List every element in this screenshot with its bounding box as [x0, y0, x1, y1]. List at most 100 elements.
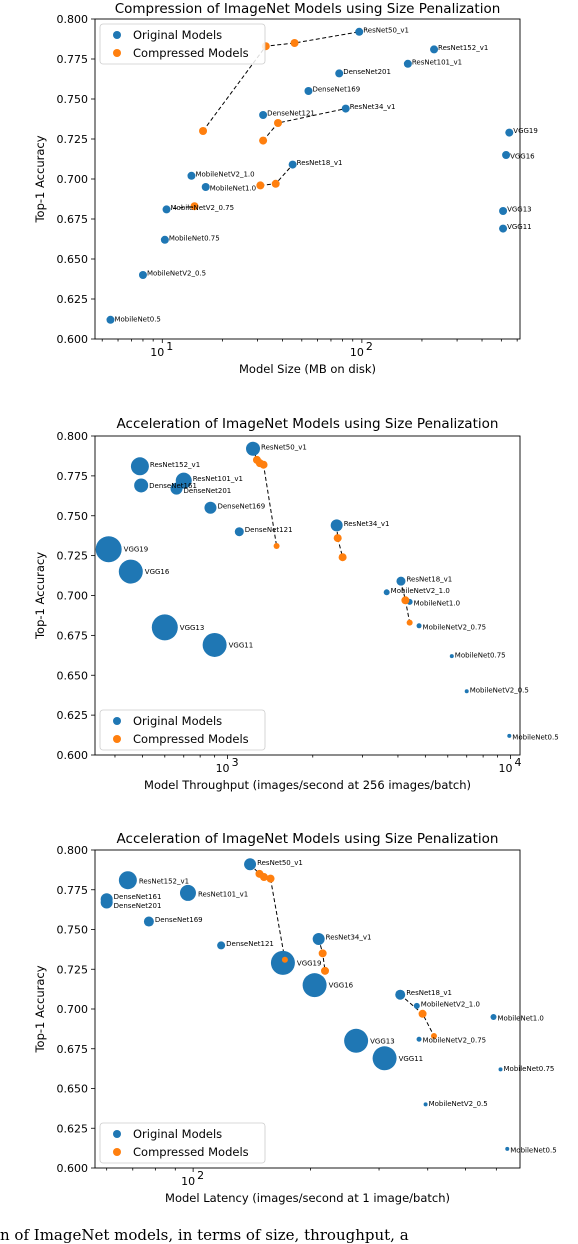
original-point — [330, 519, 343, 532]
legend-label-compressed: Compressed Models — [133, 732, 249, 746]
original-point — [143, 916, 154, 927]
y-tick-label: 0.675 — [57, 629, 89, 642]
compressed-point — [281, 956, 288, 963]
y-tick-label: 0.650 — [57, 1083, 89, 1096]
x-tick-exponent: 3 — [232, 756, 239, 769]
legend-marker-original — [113, 717, 121, 725]
plot-frame — [94, 18, 521, 340]
original-point — [341, 104, 350, 113]
compressed-point — [406, 619, 413, 626]
legend-marker-original — [113, 1130, 121, 1138]
y-tick-label: 0.725 — [57, 963, 89, 976]
original-point — [118, 871, 137, 890]
original-point — [383, 589, 390, 596]
y-axis-label: Top-1 Accuracy — [33, 552, 47, 640]
original-point — [201, 183, 210, 191]
legend-box — [99, 1122, 266, 1164]
y-tick-label: 0.600 — [57, 333, 89, 346]
legend-label-compressed: Compressed Models — [133, 1145, 249, 1159]
original-point — [304, 87, 313, 95]
y-tick-label: 0.775 — [57, 884, 89, 897]
point-label: ResNet34_v1 — [350, 103, 396, 111]
original-point — [151, 614, 178, 641]
point-label: DenseNet201 — [184, 487, 232, 495]
x-axis-label: Model Throughput (images/second at 256 i… — [144, 778, 471, 792]
legend-box — [99, 709, 266, 751]
y-tick-label: 0.800 — [57, 430, 89, 443]
y-axis-label: Top-1 Accuracy — [33, 135, 47, 223]
point-label: ResNet50_v1 — [363, 26, 409, 34]
dashed-connector — [166, 205, 195, 210]
point-label: DenseNet201 — [343, 68, 391, 76]
x-tick-exponent: 2 — [366, 340, 373, 353]
original-point — [335, 69, 344, 78]
point-label: ResNet152_v1 — [438, 44, 488, 52]
dashed-connector — [202, 31, 360, 132]
original-point — [130, 457, 149, 476]
original-point — [100, 896, 113, 909]
x-tick-label: 10 — [150, 346, 164, 359]
y-tick-label: 0.675 — [57, 1043, 89, 1056]
y-tick-label: 0.625 — [57, 709, 89, 722]
point-label: VGG11 — [507, 223, 532, 231]
original-point — [187, 171, 196, 180]
compressed-point — [256, 181, 265, 190]
y-tick-label: 0.700 — [57, 173, 89, 186]
plot-frame — [94, 435, 521, 756]
point-label: VGG11 — [399, 1055, 424, 1063]
compressed-point — [199, 127, 208, 135]
compressed-point — [259, 460, 268, 469]
point-label: DenseNet169 — [312, 86, 360, 94]
original-point — [499, 224, 508, 233]
compressed-point — [259, 873, 268, 882]
compressed-point — [401, 596, 410, 605]
x-tick-label: 10 — [350, 346, 364, 359]
point-label: ResNet34_v1 — [326, 934, 372, 942]
original-point — [355, 27, 364, 36]
point-label: MobileNet0.75 — [169, 234, 220, 242]
point-label: MobileNetV2_1.0 — [421, 1000, 480, 1008]
original-point — [490, 1013, 497, 1020]
original-point — [416, 623, 422, 629]
compressed-point — [333, 534, 342, 543]
original-point — [502, 151, 511, 159]
point-label: ResNet34_v1 — [344, 520, 390, 528]
legend-marker-compressed — [113, 735, 121, 743]
original-point — [499, 207, 508, 215]
legend-marker-compressed — [113, 49, 121, 57]
x-tick-label: 10 — [181, 1175, 195, 1188]
original-point — [204, 501, 217, 514]
x-tick-exponent: 1 — [166, 340, 173, 353]
original-point — [430, 45, 439, 54]
point-label: VGG13 — [507, 206, 532, 214]
point-label: MobileNet0.5 — [114, 315, 160, 323]
compressed-point — [271, 179, 280, 188]
original-point — [160, 235, 169, 244]
original-point — [413, 1002, 420, 1009]
original-point — [134, 478, 149, 493]
figure-caption: n of ImageNet models, in terms of size, … — [0, 1226, 409, 1244]
point-label: ResNet18_v1 — [406, 989, 452, 997]
original-point — [138, 271, 147, 279]
original-point — [449, 654, 454, 659]
point-label: MobileNet0.75 — [504, 1065, 555, 1073]
point-label: MobileNet0.5 — [512, 733, 558, 741]
compressed-point — [321, 966, 330, 975]
point-label: DenseNet169 — [155, 916, 203, 924]
compressed-point — [274, 119, 283, 127]
legend-label-original: Original Models — [133, 28, 222, 42]
point-label: VGG13 — [180, 624, 205, 632]
y-tick-label: 0.775 — [57, 53, 89, 66]
chart-title: Compression of ImageNet Models using Siz… — [115, 1, 501, 17]
point-label: ResNet101_v1 — [412, 58, 462, 66]
y-tick-label: 0.625 — [57, 293, 89, 306]
y-tick-label: 0.800 — [57, 13, 89, 26]
point-label: VGG19 — [513, 127, 538, 135]
legend-label-original: Original Models — [133, 714, 222, 728]
point-label: ResNet50_v1 — [257, 859, 303, 867]
point-label: VGG16 — [510, 153, 535, 161]
compressed-point — [266, 874, 275, 883]
point-label: MobileNet1.0 — [498, 1014, 544, 1022]
y-tick-label: 0.650 — [57, 669, 89, 682]
